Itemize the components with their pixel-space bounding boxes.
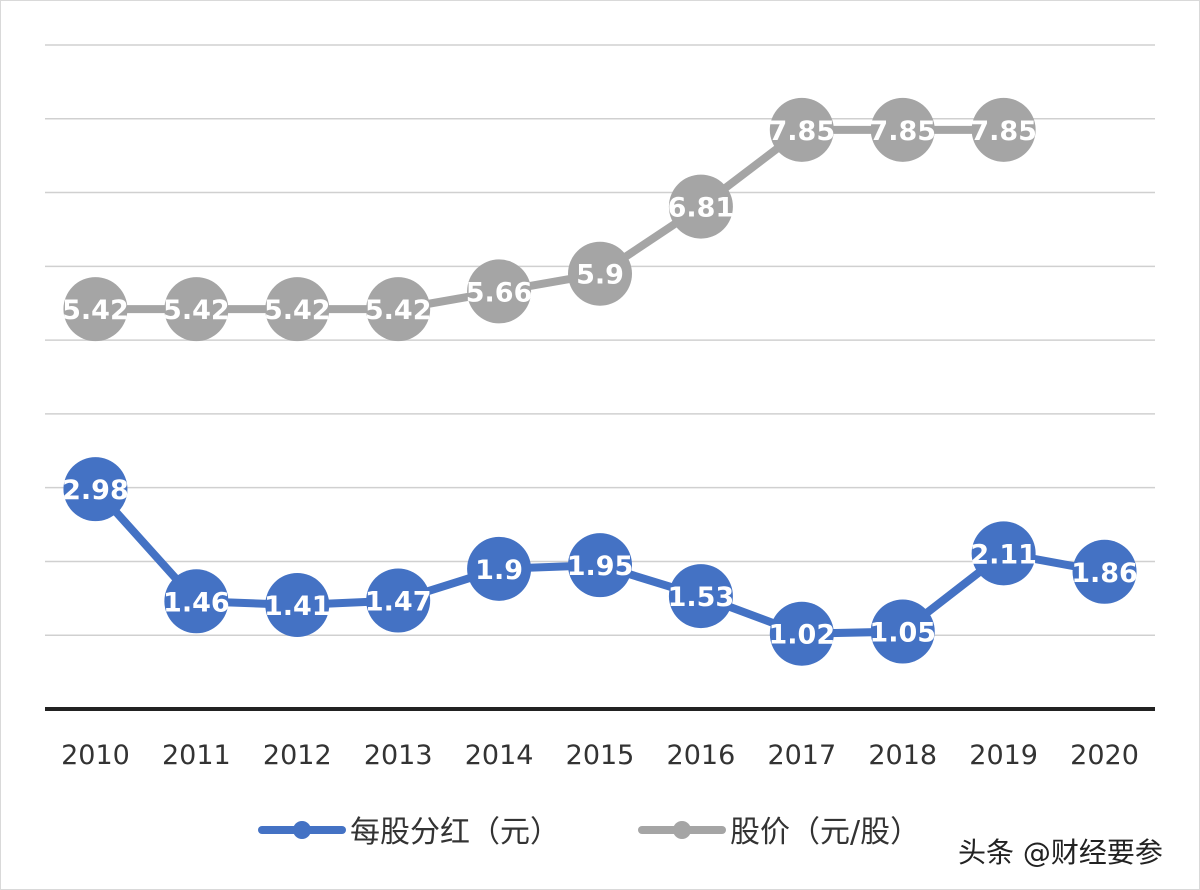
data-point-0-2019[interactable] [971,521,1036,586]
legend-swatch-marker [293,821,311,839]
x-tick-label: 2020 [1070,740,1139,771]
data-point-0-2011[interactable] [164,569,229,634]
data-label: 1.95 [567,551,634,582]
legend-item-dividend[interactable]: 每股分红（元） [258,815,560,850]
data-point-0-2018[interactable] [870,599,935,664]
data-point-0-2012[interactable] [265,572,330,637]
data-label: 5.66 [466,277,533,308]
data-point-1-2011[interactable] [164,277,229,342]
x-tick-label: 2011 [162,740,231,771]
data-label: 1.02 [769,620,836,651]
data-label: 6.81 [668,193,735,224]
data-label: 7.85 [869,116,936,147]
data-point-0-2015[interactable] [568,533,632,598]
data-label: 1.86 [1071,558,1138,589]
data-label: 5.42 [62,295,129,326]
legend-item-price[interactable]: 股价（元/股） [638,815,920,850]
data-label: 5.42 [264,295,331,326]
x-tick-label: 2013 [364,740,433,771]
data-label: 1.53 [668,582,735,613]
data-point-0-2020[interactable] [1072,539,1137,604]
x-tick-label: 2018 [868,740,937,771]
x-tick-label: 2012 [263,740,332,771]
x-tick-label: 2014 [465,740,534,771]
data-point-1-2019[interactable] [971,97,1036,162]
data-point-0-2017[interactable] [769,601,834,666]
data-label: 7.85 [970,116,1037,147]
data-point-1-2010[interactable] [63,277,128,342]
x-tick-label: 2016 [667,740,736,771]
x-tick-label: 2017 [767,740,836,771]
data-label: 1.46 [163,587,230,618]
data-point-1-2018[interactable] [870,97,935,162]
data-label: 2.98 [62,475,129,506]
gridlines [45,44,1155,636]
data-label: 5.42 [163,295,230,326]
data-point-0-2014[interactable] [467,536,532,601]
data-label: 5.9 [576,260,624,291]
data-label: 1.9 [475,555,523,586]
data-point-1-2017[interactable] [769,97,834,162]
x-tick-label: 2019 [969,740,1038,771]
data-point-0-2010[interactable] [63,457,128,522]
x-tick-label: 2015 [566,740,635,771]
data-label: 1.05 [869,618,936,649]
data-label: 2.11 [970,539,1037,570]
data-point-0-2016[interactable] [668,564,733,629]
legend-label-price: 股价（元/股） [730,815,920,850]
data-point-1-2013[interactable] [366,277,431,342]
legend-label-dividend: 每股分红（元） [350,815,560,850]
data-point-1-2016[interactable] [668,174,733,239]
data-label: 5.42 [365,295,432,326]
data-label: 7.85 [769,116,836,147]
legend[interactable]: 每股分红（元） 股价（元/股） [258,815,920,850]
series-layer: 2.98 1.46 1.41 1.47 1.9 1.95 1.53 1.02 1.05 2.11 1… [62,97,1138,666]
watermark-text: 头条 @财经要参 [958,836,1163,869]
data-label: 1.41 [264,591,331,622]
data-point-1-2015[interactable] [568,241,632,306]
series-line-1 [91,125,1008,314]
legend-swatch-marker [673,821,691,839]
x-tick-label: 2010 [61,740,130,771]
x-axis-ticks: 2010 2011 2012 2013 2014 2015 2016 2017 2018 2019… [61,740,1139,771]
data-point-1-2014[interactable] [467,259,532,324]
data-point-1-2012[interactable] [265,277,330,342]
data-point-0-2013[interactable] [366,568,431,633]
data-label: 1.47 [365,587,432,618]
